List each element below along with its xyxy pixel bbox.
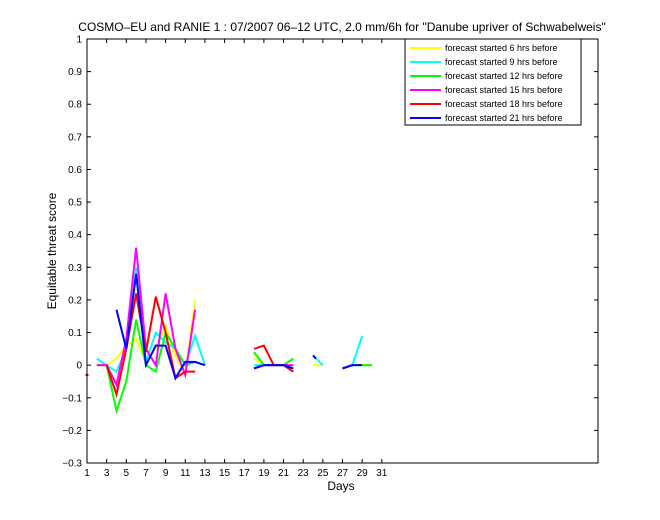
x-tick-label: 13 (199, 468, 211, 479)
x-tick-label: 7 (143, 468, 149, 479)
y-tick-label: −0.2 (62, 426, 82, 437)
x-tick-label: 3 (104, 468, 110, 479)
x-tick-label: 15 (219, 468, 231, 479)
y-tick-label: 0 (76, 361, 82, 372)
series-line (115, 273, 206, 381)
series-5 (115, 273, 363, 381)
legend-box (404, 38, 582, 126)
x-tick-label: 27 (337, 468, 349, 479)
x-tick-label: 9 (163, 468, 169, 479)
x-tick-label: 31 (376, 468, 388, 479)
plot-frame (86, 38, 599, 464)
y-tick-label: −0.1 (62, 393, 82, 404)
y-tick-label: 0.6 (68, 165, 82, 176)
legend-entry: forecast started 18 hrs before (445, 99, 563, 109)
x-tick-label: 25 (317, 468, 329, 479)
series-line (312, 354, 317, 360)
x-tick-label: 11 (180, 468, 191, 479)
x-tick-labels: 1 3 5 7 9 11 13 15 17 19 21 23 25 27 29 31 (84, 468, 388, 479)
legend-entry: forecast started 21 hrs before (445, 113, 563, 123)
series-line (253, 364, 294, 370)
x-tick-label: 5 (124, 468, 130, 479)
y-tick-label: 0.8 (68, 100, 82, 111)
y-tick-label: 0.7 (68, 132, 82, 143)
y-tick-label: 0.2 (68, 295, 82, 306)
y-tick-label: 1 (76, 35, 82, 46)
x-tick-label: 17 (239, 468, 251, 479)
legend-entry: forecast started 9 hrs before (445, 57, 558, 67)
chart-title: COSMO–EU and RANIE 1 : 07/2007 06–12 UTC… (78, 20, 605, 34)
y-tick-label: 0.3 (68, 263, 82, 274)
x-tick-label: 1 (84, 468, 90, 479)
y-tick-label: 0.5 (68, 198, 82, 209)
legend-entry: forecast started 6 hrs before (445, 43, 558, 53)
legend-entry: forecast started 12 hrs before (445, 71, 563, 81)
legend: forecast started 6 hrs before forecast st… (404, 38, 582, 126)
y-axis-label: Equitable threat score (45, 192, 59, 309)
legend-entry: forecast started 15 hrs before (445, 85, 563, 95)
x-tick-label: 29 (357, 468, 369, 479)
x-axis-label: Days (327, 479, 354, 493)
y-tick-label: 0.4 (68, 230, 82, 241)
series-line (342, 364, 363, 370)
series-line (105, 293, 196, 399)
y-tick-labels: −0.3 −0.2 −0.1 0 0.1 0.2 0.3 0.4 0.5 0.6 0.7 0.8 0.9… (62, 35, 82, 470)
y-tick-label: −0.3 (62, 459, 82, 470)
x-tick-label: 23 (298, 468, 310, 479)
axis-ticks (86, 38, 598, 464)
x-tick-label: 19 (258, 468, 270, 479)
x-tick-label: 21 (278, 468, 290, 479)
y-tick-label: 0.9 (68, 67, 82, 78)
series-layer (85, 247, 372, 415)
y-tick-label: 0.1 (68, 328, 82, 339)
